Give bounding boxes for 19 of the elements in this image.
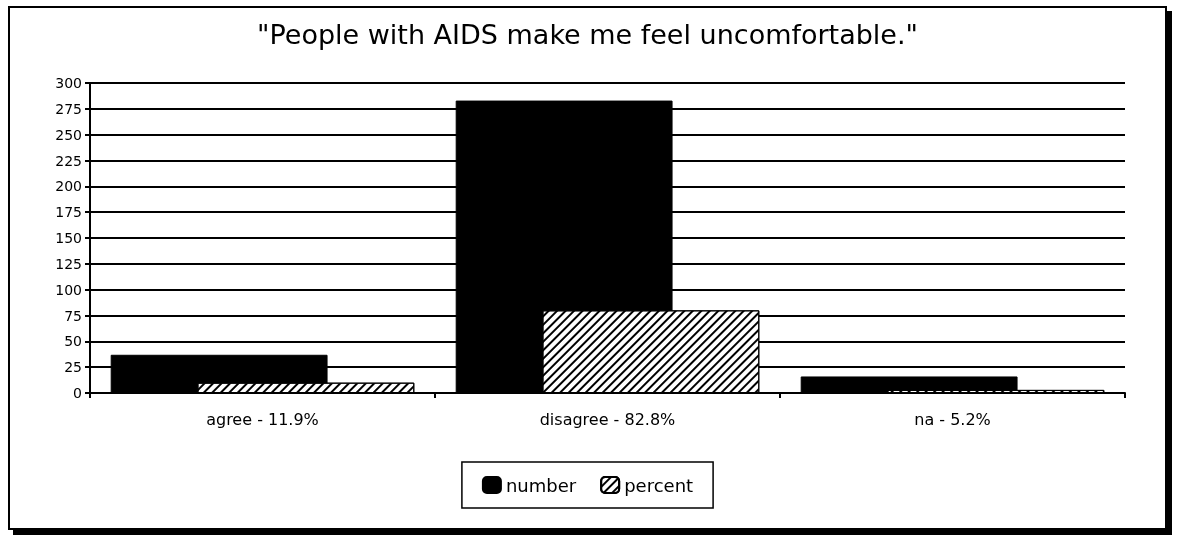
y-tick-label: 75: [64, 307, 82, 324]
y-tick-label: 0: [73, 385, 82, 401]
x-tick-label: agree - 11.9%: [206, 409, 319, 429]
x-tick-label: na - 5.2%: [914, 409, 991, 429]
legend-label: percent: [624, 474, 694, 496]
legend-label: number: [505, 474, 577, 496]
y-tick-label: 300: [55, 75, 82, 91]
y-tick-label: 150: [55, 230, 82, 246]
y-tick-label: 175: [55, 204, 82, 221]
y-tick-label: 225: [55, 152, 82, 169]
y-tick-label: 100: [55, 281, 82, 298]
x-tick-label: disagree - 82.8%: [539, 409, 676, 429]
y-tick-label: 125: [55, 255, 82, 272]
y-tick-label: 250: [55, 126, 82, 143]
y-tick-label: 275: [55, 100, 82, 117]
y-tick-label: 200: [55, 178, 82, 195]
y-tick-label: 25: [64, 359, 82, 376]
y-tick-label: 50: [64, 333, 82, 350]
chart-title: "People with AIDS make me feel uncomfortable.": [257, 19, 918, 50]
